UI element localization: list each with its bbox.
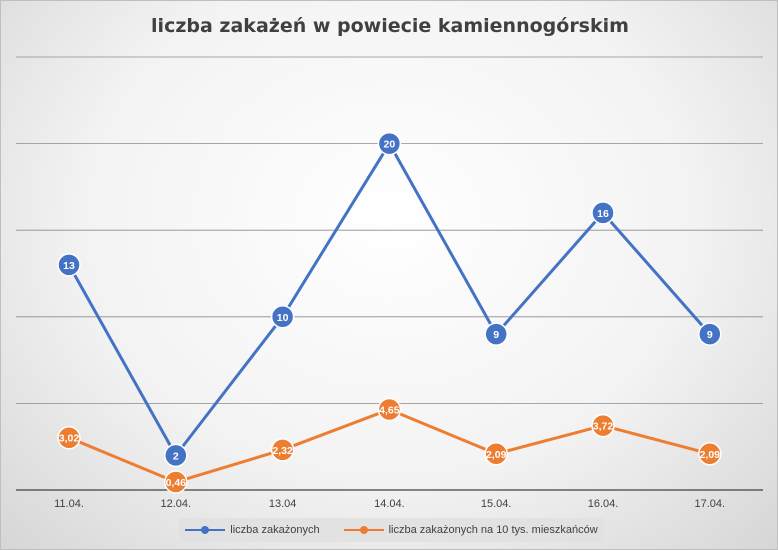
data-label: 2,09: [486, 449, 507, 461]
data-label: 0,46: [166, 477, 187, 489]
data-point: [164, 443, 188, 468]
gridlines: [16, 56, 763, 404]
data-label: 10: [277, 312, 289, 324]
data-label: 16: [597, 208, 609, 220]
data-label: 9: [707, 329, 713, 341]
data-label: 4,65: [379, 404, 400, 416]
data-label: 3,72: [593, 421, 614, 433]
chart-title: liczba zakażeń w powiecie kamiennogórski…: [151, 15, 629, 37]
x-tick-label: 13.04: [269, 498, 297, 510]
data-point: [57, 425, 81, 450]
data-label: 9: [493, 329, 499, 341]
data-point: [698, 442, 722, 466]
data-point: [377, 397, 402, 422]
x-tick-label: 16.04.: [588, 498, 619, 510]
data-label: 20: [384, 139, 396, 151]
legend-item-series-1: liczba zakażonych: [185, 524, 320, 536]
data-point: [591, 201, 615, 225]
series-layer: 13 2 10 20 9 16 9 3,02 0,46 2,32 4,65 2,09 3,72 2,09: [57, 131, 722, 494]
legend-item-series-2: liczba zakażonych na 10 tys. mieszkańców: [343, 524, 598, 536]
x-tick-label: 17.04.: [695, 498, 726, 510]
data-label: 2,09: [700, 449, 721, 461]
data-point: [484, 442, 508, 466]
x-axis: 11.04. 12.04. 13.04 14.04. 15.04. 16.04. 17.04…: [16, 489, 763, 510]
legend: liczba zakażonych liczba zakażonych na 1…: [179, 518, 604, 542]
data-point: [164, 470, 188, 494]
x-tick-label: 15.04.: [481, 498, 512, 510]
legend-label-series-1: liczba zakażonych: [230, 524, 320, 536]
data-point: [270, 305, 295, 329]
data-label: 3,02: [59, 433, 80, 445]
data-point: [591, 413, 615, 438]
data-point: [377, 131, 402, 156]
x-tick-label: 11.04.: [54, 498, 84, 510]
legend-marker-series-2: [343, 526, 384, 534]
x-tick-label: 14.04.: [374, 498, 405, 510]
legend-label-series-2: liczba zakażonych na 10 tys. mieszkańców: [388, 524, 598, 536]
data-point: [698, 322, 722, 346]
data-point: [57, 253, 81, 277]
data-point: [484, 322, 508, 346]
x-tick-label: 12.04.: [161, 498, 192, 510]
data-label: 2,32: [272, 445, 293, 457]
data-label: 13: [63, 260, 75, 272]
data-label: 2: [173, 450, 179, 462]
legend-marker-series-1: [185, 526, 226, 534]
data-point: [270, 438, 295, 462]
